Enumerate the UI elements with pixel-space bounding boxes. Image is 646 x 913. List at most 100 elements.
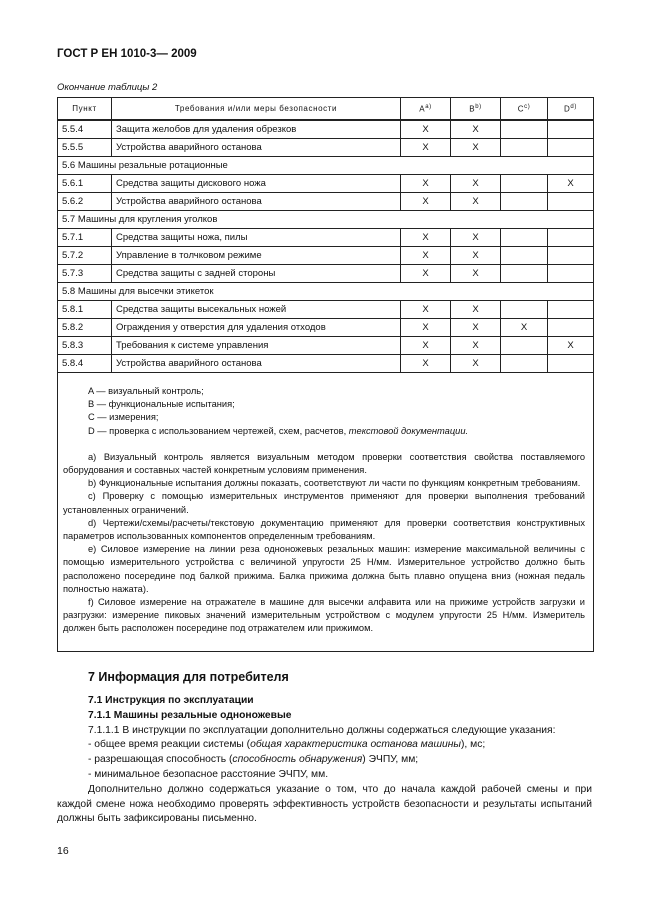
check-cell: X: [400, 138, 451, 157]
list-item: - разрешающая способность (способность о…: [88, 753, 592, 768]
check-cell: X: [400, 246, 451, 265]
column-label: D: [564, 104, 571, 114]
check-cell: [500, 246, 548, 265]
check-mark: X: [472, 232, 479, 243]
requirement: Ограждения у отверстия для удаления отхо…: [111, 318, 401, 337]
requirement: Устройства аварийного останова: [111, 354, 401, 373]
check-cell: X: [450, 336, 501, 355]
check-mark: X: [472, 304, 479, 315]
section-title: 5.8 Машины для высечки этикеток: [57, 282, 594, 301]
check-cell: X: [400, 318, 451, 337]
clause-number: 5.8.1: [57, 300, 112, 319]
requirement: Устройства аварийного останова: [111, 138, 401, 157]
column-note: a): [425, 103, 432, 110]
check-cell: X: [400, 336, 451, 355]
legend-text: C — измерения;: [88, 412, 159, 423]
check-cell: [547, 318, 594, 337]
check-cell: X: [500, 318, 548, 337]
clause-number: 5.7.3: [57, 264, 112, 283]
check-cell: [500, 336, 548, 355]
check-mark: X: [472, 358, 479, 369]
subheading: 7.1.1 Машины резальные одноножевые: [88, 709, 292, 721]
check-cell: [500, 354, 548, 373]
section-row: 5.7 Машины для кругления уголков: [57, 210, 594, 229]
paragraph: Дополнительно должно содержаться указани…: [57, 783, 592, 825]
table-row: 5.5.5 Устройства аварийного останова X X: [57, 138, 594, 157]
check-cell: [547, 264, 594, 283]
requirement: Требования к системе управления: [111, 336, 401, 355]
legend-item: A — визуальный контроль;: [88, 385, 585, 398]
requirement: Средства защиты ножа, пилы: [111, 228, 401, 247]
footnote: c) Проверку с помощью измерительных инст…: [63, 491, 585, 515]
requirements-table: Пункт Требования и/или меры безопасности A…: [57, 97, 594, 652]
requirement: Управление в толчковом режиме: [111, 246, 401, 265]
page-number: 16: [57, 845, 69, 857]
check-mark: X: [567, 340, 574, 351]
check-mark: X: [422, 268, 429, 279]
clause-number: 5.5.4: [57, 119, 112, 139]
clause-number: 5.6.2: [57, 192, 112, 211]
list-item: - минимальное безопасное расстояние ЭЧПУ…: [88, 768, 592, 783]
check-mark: X: [422, 232, 429, 243]
check-mark: X: [422, 358, 429, 369]
column-header: Cc): [500, 97, 548, 121]
check-cell: X: [547, 174, 594, 193]
list-text: - минимальное безопасное расстояние ЭЧПУ…: [88, 768, 329, 780]
check-cell: X: [450, 228, 501, 247]
requirement: Устройства аварийного останова: [111, 192, 401, 211]
list-text: - разрешающая способность (: [88, 754, 233, 766]
check-cell: X: [400, 228, 451, 247]
list-text: ) ЭЧПУ, мм;: [362, 754, 419, 766]
check-mark: X: [422, 340, 429, 351]
check-cell: [500, 300, 548, 319]
check-cell: X: [450, 318, 501, 337]
section-body: 7.1 Инструкция по эксплуатации 7.1.1 Маш…: [57, 694, 592, 827]
check-cell: X: [400, 264, 451, 283]
column-header: Dd): [547, 97, 594, 121]
clause-number: 5.7.2: [57, 246, 112, 265]
table-row: 5.6.2 Устройства аварийного останова X X: [57, 192, 594, 211]
check-cell: X: [450, 264, 501, 283]
table-row: 5.7.3 Средства защиты с задней стороны X X: [57, 264, 594, 283]
check-mark: X: [472, 142, 479, 153]
paragraph: 7.1.1.1 В инструкции по эксплуатации доп…: [88, 724, 556, 736]
check-cell: X: [400, 119, 451, 139]
table-row: 5.8.3 Требования к системе управления X X X: [57, 336, 594, 355]
footnote: f) Силовое измерение на отражателе в маш…: [63, 597, 585, 634]
table-row: 5.6.1 Средства защиты дискового ножа X X X: [57, 174, 594, 193]
check-mark: X: [472, 178, 479, 189]
clause-number: 5.8.3: [57, 336, 112, 355]
section-row: 5.8 Машины для высечки этикеток: [57, 282, 594, 301]
check-cell: X: [450, 192, 501, 211]
check-cell: X: [547, 336, 594, 355]
clause-number: 5.8.4: [57, 354, 112, 373]
section-row: 5.6 Машины резальные ротационные: [57, 156, 594, 175]
check-cell: [547, 138, 594, 157]
list-text: ), мс;: [460, 739, 486, 751]
check-cell: X: [450, 138, 501, 157]
table-caption: Окончание таблицы 2: [57, 82, 158, 93]
notes-row: A — визуальный контроль; B — функциональн…: [57, 372, 594, 652]
check-cell: [500, 228, 548, 247]
list-item: - общее время реакции системы (общая хар…: [88, 738, 592, 753]
check-cell: [547, 246, 594, 265]
clause-number: 5.8.2: [57, 318, 112, 337]
check-cell: [547, 119, 594, 139]
legend-text: A — визуальный контроль;: [88, 386, 204, 396]
table-row: 5.7.1 Средства защиты ножа, пилы X X: [57, 228, 594, 247]
check-mark: X: [422, 304, 429, 315]
table-row: 5.5.4 Защита желобов для удаления обрезко…: [57, 119, 594, 139]
column-note: d): [570, 103, 577, 110]
page-header: ГОСТ Р ЕН 1010-3— 2009: [57, 48, 197, 60]
legend-item: B — функциональные испытания;: [88, 398, 585, 411]
column-header: Aa): [400, 97, 451, 121]
check-cell: [547, 354, 594, 373]
check-mark: X: [567, 178, 574, 189]
clause-number: 5.7.1: [57, 228, 112, 247]
check-cell: [547, 300, 594, 319]
column-header: Пункт: [57, 97, 112, 121]
check-cell: [547, 192, 594, 211]
requirement: Средства защиты с задней стороны: [111, 264, 401, 283]
check-cell: X: [400, 174, 451, 193]
section-title: 5.7 Машины для кругления уголков: [57, 210, 594, 229]
